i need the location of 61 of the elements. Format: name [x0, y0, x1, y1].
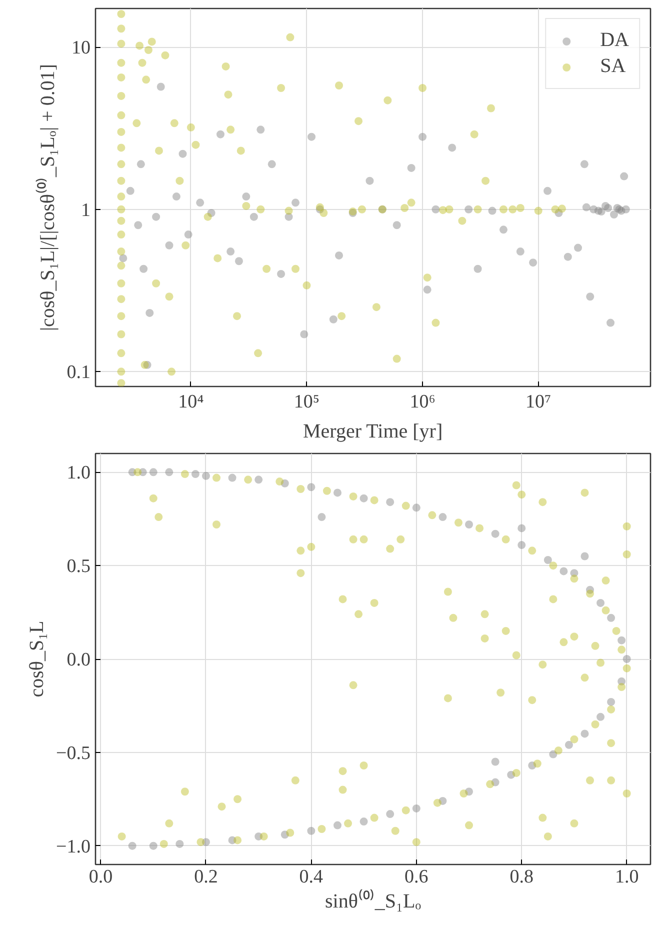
point: [202, 472, 210, 480]
legend-label: DA: [600, 29, 629, 52]
point: [607, 614, 616, 622]
point: [560, 567, 568, 576]
point: [149, 842, 158, 850]
point: [128, 842, 136, 850]
point: [491, 530, 500, 538]
point: [149, 468, 158, 476]
point: [412, 804, 420, 812]
point: [307, 826, 316, 835]
point: [333, 488, 342, 497]
y-tick-label: 1: [81, 200, 90, 221]
point: [333, 821, 342, 830]
point: [580, 552, 589, 560]
y-tick-label: 10: [72, 38, 90, 59]
point: [596, 598, 605, 607]
x-tick-label: 0.0: [88, 866, 113, 888]
point: [622, 655, 631, 663]
legend-label: SA: [600, 55, 626, 78]
point: [165, 468, 174, 476]
x-axis-title: Merger Time [yr]: [303, 420, 443, 442]
x-tick-label: 0.6: [404, 866, 428, 888]
point: [544, 556, 552, 564]
x-tick-label: 10⁷: [526, 392, 552, 412]
point: [618, 636, 626, 644]
point: [518, 541, 526, 550]
point: [386, 810, 394, 818]
y-axis-title: cosθ_S₁L: [26, 620, 48, 698]
y-tick-label: −1.0: [56, 836, 91, 858]
point: [254, 476, 263, 484]
y-tick-label: 0.5: [66, 556, 90, 578]
x-tick-label: 0.8: [510, 866, 534, 888]
x-axis-title: sinθ⁽⁰⁾_S₁Lₒ: [325, 888, 422, 912]
point: [176, 840, 184, 848]
point: [596, 712, 605, 721]
point: [518, 524, 526, 532]
y-tick-label: −0.5: [56, 742, 91, 764]
point: [360, 818, 368, 826]
x-tick-label: 10⁴: [178, 392, 204, 412]
point: [564, 740, 573, 749]
point: [191, 470, 200, 478]
point: [465, 520, 474, 528]
y-tick-label: 0.1: [66, 362, 90, 384]
point: [607, 698, 616, 706]
point: [491, 758, 500, 766]
point: [438, 513, 447, 522]
x-tick-label: 0.4: [299, 866, 324, 888]
point: [307, 483, 316, 492]
point: [412, 504, 420, 512]
x-tick-label: 10⁵: [294, 392, 320, 412]
point: [318, 513, 326, 522]
x-tick-label: 0.2: [194, 866, 218, 888]
point: [580, 730, 589, 738]
y-axis-title: |cosθ_S₁L|/[|cosθ⁽⁰⁾_S₁Lₒ| + 0.01]: [34, 64, 59, 332]
x-tick-label: 10⁶: [410, 392, 436, 412]
x-tick-label: 1.0: [614, 866, 639, 888]
y-tick-label: 0.0: [66, 650, 90, 670]
point: [360, 494, 368, 502]
y-tick-label: 1.0: [66, 462, 90, 484]
point: [228, 474, 236, 482]
point: [386, 498, 394, 506]
